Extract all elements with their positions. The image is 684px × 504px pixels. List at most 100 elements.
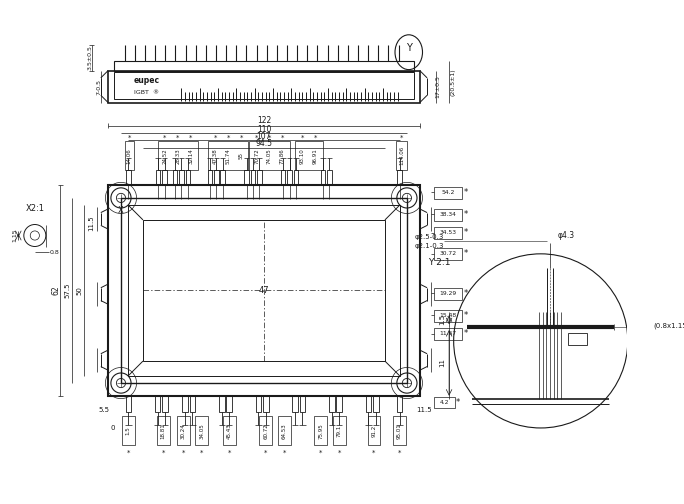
Text: 95.01: 95.01 <box>397 423 402 438</box>
Text: 107: 107 <box>256 132 271 141</box>
Bar <box>185 170 190 185</box>
Bar <box>108 185 420 396</box>
Bar <box>293 170 298 185</box>
Text: *: * <box>226 135 230 141</box>
Bar <box>124 141 134 170</box>
Bar <box>434 187 462 199</box>
Bar <box>195 416 208 446</box>
Text: 47: 47 <box>259 286 269 295</box>
Text: 11: 11 <box>440 358 446 367</box>
Text: 34.53: 34.53 <box>440 230 457 235</box>
Text: *: * <box>464 289 468 298</box>
Bar <box>156 170 160 185</box>
Text: 114.06: 114.06 <box>399 146 404 165</box>
Bar <box>366 396 371 412</box>
Bar <box>373 396 378 412</box>
Bar <box>396 141 407 170</box>
Text: *: * <box>399 135 403 141</box>
Bar <box>226 396 232 412</box>
Bar <box>189 396 195 412</box>
Bar <box>214 170 219 185</box>
Bar <box>300 396 305 412</box>
Bar <box>173 170 177 185</box>
Text: 30.24: 30.24 <box>181 423 186 438</box>
Bar <box>220 170 225 185</box>
Bar <box>434 209 462 221</box>
Text: *: * <box>301 135 304 141</box>
Bar <box>157 416 170 446</box>
Bar <box>157 141 198 170</box>
Text: *: * <box>280 135 284 141</box>
Text: 0.8: 0.8 <box>50 249 60 255</box>
Bar <box>114 73 415 99</box>
Bar <box>292 396 298 412</box>
Text: 7-0.5: 7-0.5 <box>96 79 101 95</box>
Bar <box>315 416 327 446</box>
Bar <box>162 396 168 412</box>
Bar <box>179 170 184 185</box>
Text: 11.5: 11.5 <box>417 407 432 413</box>
Text: X2:1: X2:1 <box>26 204 44 213</box>
Text: *: * <box>127 450 130 456</box>
Text: 51.74: 51.74 <box>226 148 231 164</box>
Text: φ4.3: φ4.3 <box>558 231 575 240</box>
Text: *: * <box>161 450 165 456</box>
Text: 18.81: 18.81 <box>161 423 166 438</box>
Text: φ2.1-0.3: φ2.1-0.3 <box>415 242 445 248</box>
Text: 54.2: 54.2 <box>441 190 455 195</box>
Text: *: * <box>255 135 259 141</box>
Bar <box>397 396 402 412</box>
Text: Y 2:1: Y 2:1 <box>428 259 451 268</box>
Text: IGBT  ®: IGBT ® <box>134 91 159 95</box>
Bar <box>244 170 249 185</box>
Text: 15.48: 15.48 <box>440 313 457 318</box>
Text: eupec: eupec <box>134 76 160 85</box>
Bar <box>434 397 455 408</box>
Text: 34.05: 34.05 <box>199 423 204 438</box>
Text: 94.5: 94.5 <box>255 139 272 148</box>
Bar <box>126 170 131 185</box>
Text: 57.5: 57.5 <box>65 283 71 298</box>
Text: Y: Y <box>406 43 412 52</box>
Text: 122: 122 <box>256 116 271 125</box>
Bar <box>332 416 345 446</box>
Bar <box>263 396 269 412</box>
Bar <box>327 170 332 185</box>
Text: *: * <box>176 135 179 141</box>
Text: 5.5: 5.5 <box>98 407 109 413</box>
Text: 47.38: 47.38 <box>213 148 218 164</box>
Text: 14.06: 14.06 <box>127 148 132 164</box>
Bar <box>256 396 261 412</box>
Text: 17±0.5: 17±0.5 <box>436 75 440 98</box>
Bar <box>208 141 248 170</box>
Text: *: * <box>464 329 468 338</box>
Text: 3.5±0.5: 3.5±0.5 <box>88 45 92 70</box>
Bar <box>281 170 285 185</box>
Text: *: * <box>464 249 468 259</box>
Text: 62: 62 <box>51 286 60 295</box>
Bar <box>329 396 334 412</box>
Text: *: * <box>464 188 468 197</box>
Bar <box>177 416 189 446</box>
Bar <box>397 170 402 185</box>
Text: *: * <box>464 210 468 219</box>
Bar <box>257 170 262 185</box>
Text: *: * <box>239 135 243 141</box>
Text: 0: 0 <box>111 425 115 431</box>
Bar <box>162 170 167 185</box>
Text: *: * <box>213 135 217 141</box>
Text: 45.43: 45.43 <box>226 423 232 438</box>
Text: *: * <box>200 450 203 456</box>
Text: 55: 55 <box>239 152 244 159</box>
Text: *: * <box>456 398 460 407</box>
Text: *: * <box>163 135 167 141</box>
Text: *: * <box>464 311 468 320</box>
Text: 19.29: 19.29 <box>440 291 457 296</box>
Bar <box>278 416 291 446</box>
Text: *: * <box>127 135 131 141</box>
Bar <box>114 61 415 71</box>
Bar <box>393 416 406 446</box>
Text: 11.5: 11.5 <box>89 216 94 231</box>
Text: 1.5: 1.5 <box>126 426 131 435</box>
Text: *: * <box>372 450 376 456</box>
